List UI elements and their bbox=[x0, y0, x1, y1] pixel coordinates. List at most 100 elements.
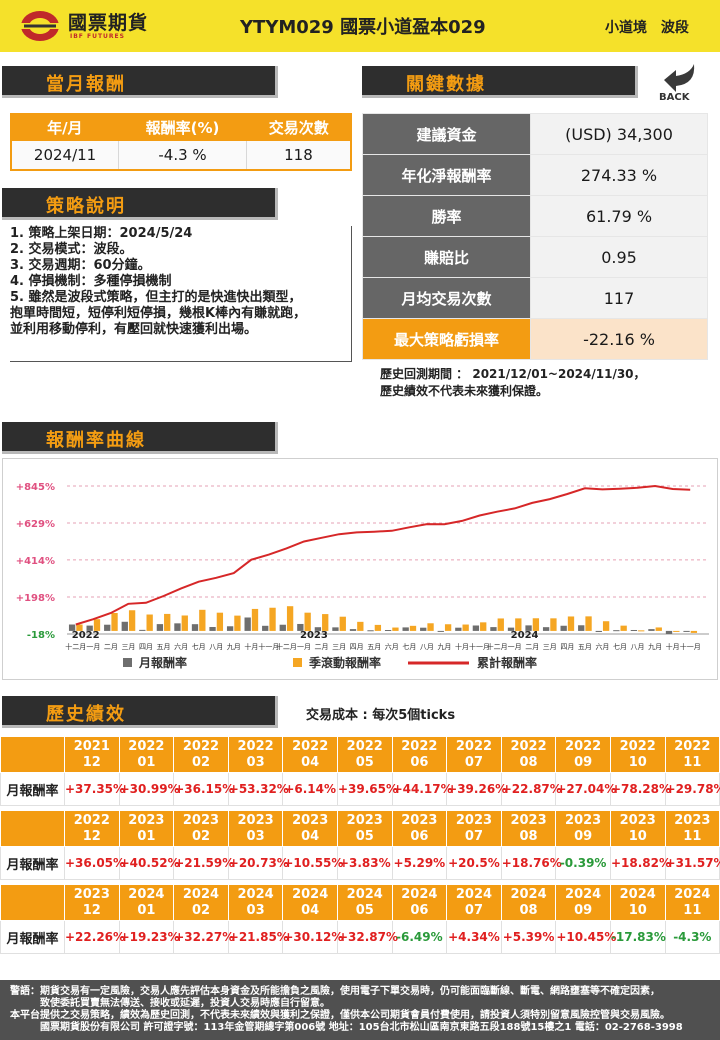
monthly-return-cell: +10.45% bbox=[555, 920, 616, 954]
x-month-label: 一月 bbox=[508, 643, 522, 651]
period-header: 2022 05 bbox=[336, 736, 393, 773]
period-month: 06 bbox=[410, 902, 429, 918]
quarterly-return-bar bbox=[480, 622, 487, 631]
key-label: 勝率 bbox=[362, 195, 531, 237]
monthly-return-bar bbox=[104, 624, 111, 631]
table-row: 勝率 61.79 % bbox=[362, 195, 708, 237]
monthly-return-bar bbox=[595, 630, 602, 633]
quarterly-return-bar bbox=[216, 612, 224, 631]
x-year-label: 2022 bbox=[72, 630, 100, 641]
x-month-label: 十月 bbox=[455, 642, 469, 651]
section-strategy: 策略說明 bbox=[2, 188, 278, 220]
x-month-label: 八月 bbox=[631, 643, 645, 651]
back-button[interactable]: BACK bbox=[659, 92, 690, 103]
period-header: 2024 06 bbox=[391, 884, 448, 921]
monthly-return-bar bbox=[665, 630, 673, 634]
quarterly-return-bar bbox=[620, 625, 627, 631]
logo-text: 國票期貨 bbox=[68, 12, 149, 34]
monthly-return-cell: +6.14% bbox=[282, 772, 338, 806]
x-month-label: 四月 bbox=[350, 643, 364, 651]
period-year: 2023 bbox=[619, 812, 656, 828]
x-month-label: 十二月 bbox=[487, 642, 508, 651]
legend-label-monthly: 月報酬率 bbox=[138, 655, 187, 670]
monthly-return-bar bbox=[332, 627, 339, 631]
monthly-return-bar bbox=[613, 630, 620, 632]
cell-return: -4.3 % bbox=[118, 139, 247, 171]
company-logo-icon bbox=[21, 11, 59, 41]
x-month-label: 三月 bbox=[332, 643, 346, 651]
table-row: 2024/11 -4.3 % 118 bbox=[10, 139, 352, 171]
monthly-return-cell: +10.55% bbox=[282, 846, 343, 880]
tag-style: 小道境 bbox=[605, 20, 647, 36]
monthly-return-cell: +30.12% bbox=[282, 920, 343, 954]
corner-cell bbox=[0, 736, 65, 773]
x-month-label: 十一月 bbox=[469, 642, 490, 651]
quarterly-return-bar bbox=[374, 624, 382, 631]
x-month-label: 五月 bbox=[367, 643, 381, 651]
back-arrow-icon[interactable] bbox=[652, 58, 704, 106]
period-month: 01 bbox=[137, 754, 156, 770]
chart-svg: +845%+629%+414%+198%-18% 2022 2023 2024十二月一… bbox=[16, 482, 709, 670]
strategy-line: 1. 策略上架日期：2024/5/24 bbox=[10, 226, 193, 241]
quarterly-return-bar bbox=[532, 618, 540, 631]
legend-swatch-quarterly bbox=[293, 658, 302, 667]
key-value: -22.16 % bbox=[530, 318, 708, 360]
period-year: 2022 bbox=[346, 738, 383, 754]
period-header: 2024 08 bbox=[500, 884, 557, 921]
disclaimer-footer: 警語：期貨交易有一定風險，交易人應先評估本身資金及所能擔負之風險，使用電子下單交… bbox=[0, 980, 720, 1040]
x-month-label: 九月 bbox=[648, 642, 662, 651]
period-year: 2022 bbox=[73, 812, 110, 828]
section-monthly-return: 當月報酬 bbox=[2, 66, 278, 98]
x-month-label: 七月 bbox=[192, 642, 206, 651]
period-year: 2024 bbox=[510, 886, 547, 902]
monthly-return-cell: +18.82% bbox=[609, 846, 671, 880]
period-header: 2023 09 bbox=[555, 810, 611, 847]
period-header: 2022 12 bbox=[64, 810, 120, 847]
row-label: 月報酬率 bbox=[0, 920, 65, 954]
quarterly-return-bar bbox=[164, 613, 171, 631]
monthly-return-cell: +30.99% bbox=[118, 772, 180, 806]
monthly-return-bar bbox=[349, 629, 357, 631]
period-year: 2023 bbox=[73, 886, 110, 902]
key-label: 賺賠比 bbox=[362, 236, 531, 278]
cell-trades: 118 bbox=[245, 139, 352, 171]
monthly-return-bar bbox=[648, 629, 655, 631]
monthly-return-cell: -6.49% bbox=[391, 920, 448, 954]
monthly-return-bar bbox=[297, 623, 304, 631]
monthly-return-cell: -17.83% bbox=[609, 920, 666, 954]
period-header: 2023 02 bbox=[173, 810, 229, 847]
tag-type: 波段 bbox=[660, 20, 689, 36]
table-row: 建議資金 (USD) 34,300 bbox=[362, 113, 708, 155]
quarterly-return-bar bbox=[427, 623, 434, 631]
period-year: 2022 bbox=[674, 738, 711, 754]
cell-month: 2024/11 bbox=[10, 139, 120, 171]
x-month-label: 十一月 bbox=[258, 642, 279, 651]
period-month: 11 bbox=[683, 828, 702, 844]
table-row: 月報酬率 +22.26% +19.23% +32.27% +21.85% +30.12% +… bbox=[0, 920, 720, 954]
monthly-return-cell: +78.28% bbox=[609, 772, 671, 806]
cumulative-return-line bbox=[75, 484, 691, 626]
strategy-line: 抱單時間短，短停利短停損，幾根K棒內有賺就跑， bbox=[10, 306, 307, 321]
quarterly-return-bar bbox=[550, 618, 557, 631]
period-year: 2022 bbox=[182, 738, 220, 754]
monthly-return-bar bbox=[279, 624, 286, 631]
note-line: 歷史績效不代表未來獲利保證。 bbox=[380, 384, 549, 398]
monthly-return-cell: -4.3% bbox=[664, 920, 720, 954]
period-month: 11 bbox=[683, 754, 702, 770]
key-label: 年化淨報酬率 bbox=[362, 154, 531, 196]
period-header: 2021 12 bbox=[64, 736, 120, 773]
section-label: 報酬率曲線 bbox=[46, 430, 146, 451]
period-header: 2023 05 bbox=[336, 810, 393, 847]
period-month: 01 bbox=[137, 902, 156, 918]
x-month-label: 四月 bbox=[560, 643, 574, 651]
monthly-return-bar bbox=[191, 624, 199, 631]
key-label: 建議資金 bbox=[362, 113, 531, 155]
period-header: 2024 07 bbox=[446, 884, 502, 921]
period-month: 09 bbox=[574, 828, 593, 844]
note-line: 歷史回測期間 ： 2021/12/01~2024/11/30， bbox=[380, 367, 646, 381]
monthly-return-bar bbox=[490, 627, 497, 631]
strategy-description: 1. 策略上架日期：2024/5/24 2. 交易模式：波段。 3. 交易週期：… bbox=[10, 226, 352, 362]
period-year: 2023 bbox=[292, 812, 329, 828]
x-month-label: 二月 bbox=[104, 643, 118, 651]
monthly-return-bar bbox=[209, 626, 216, 631]
